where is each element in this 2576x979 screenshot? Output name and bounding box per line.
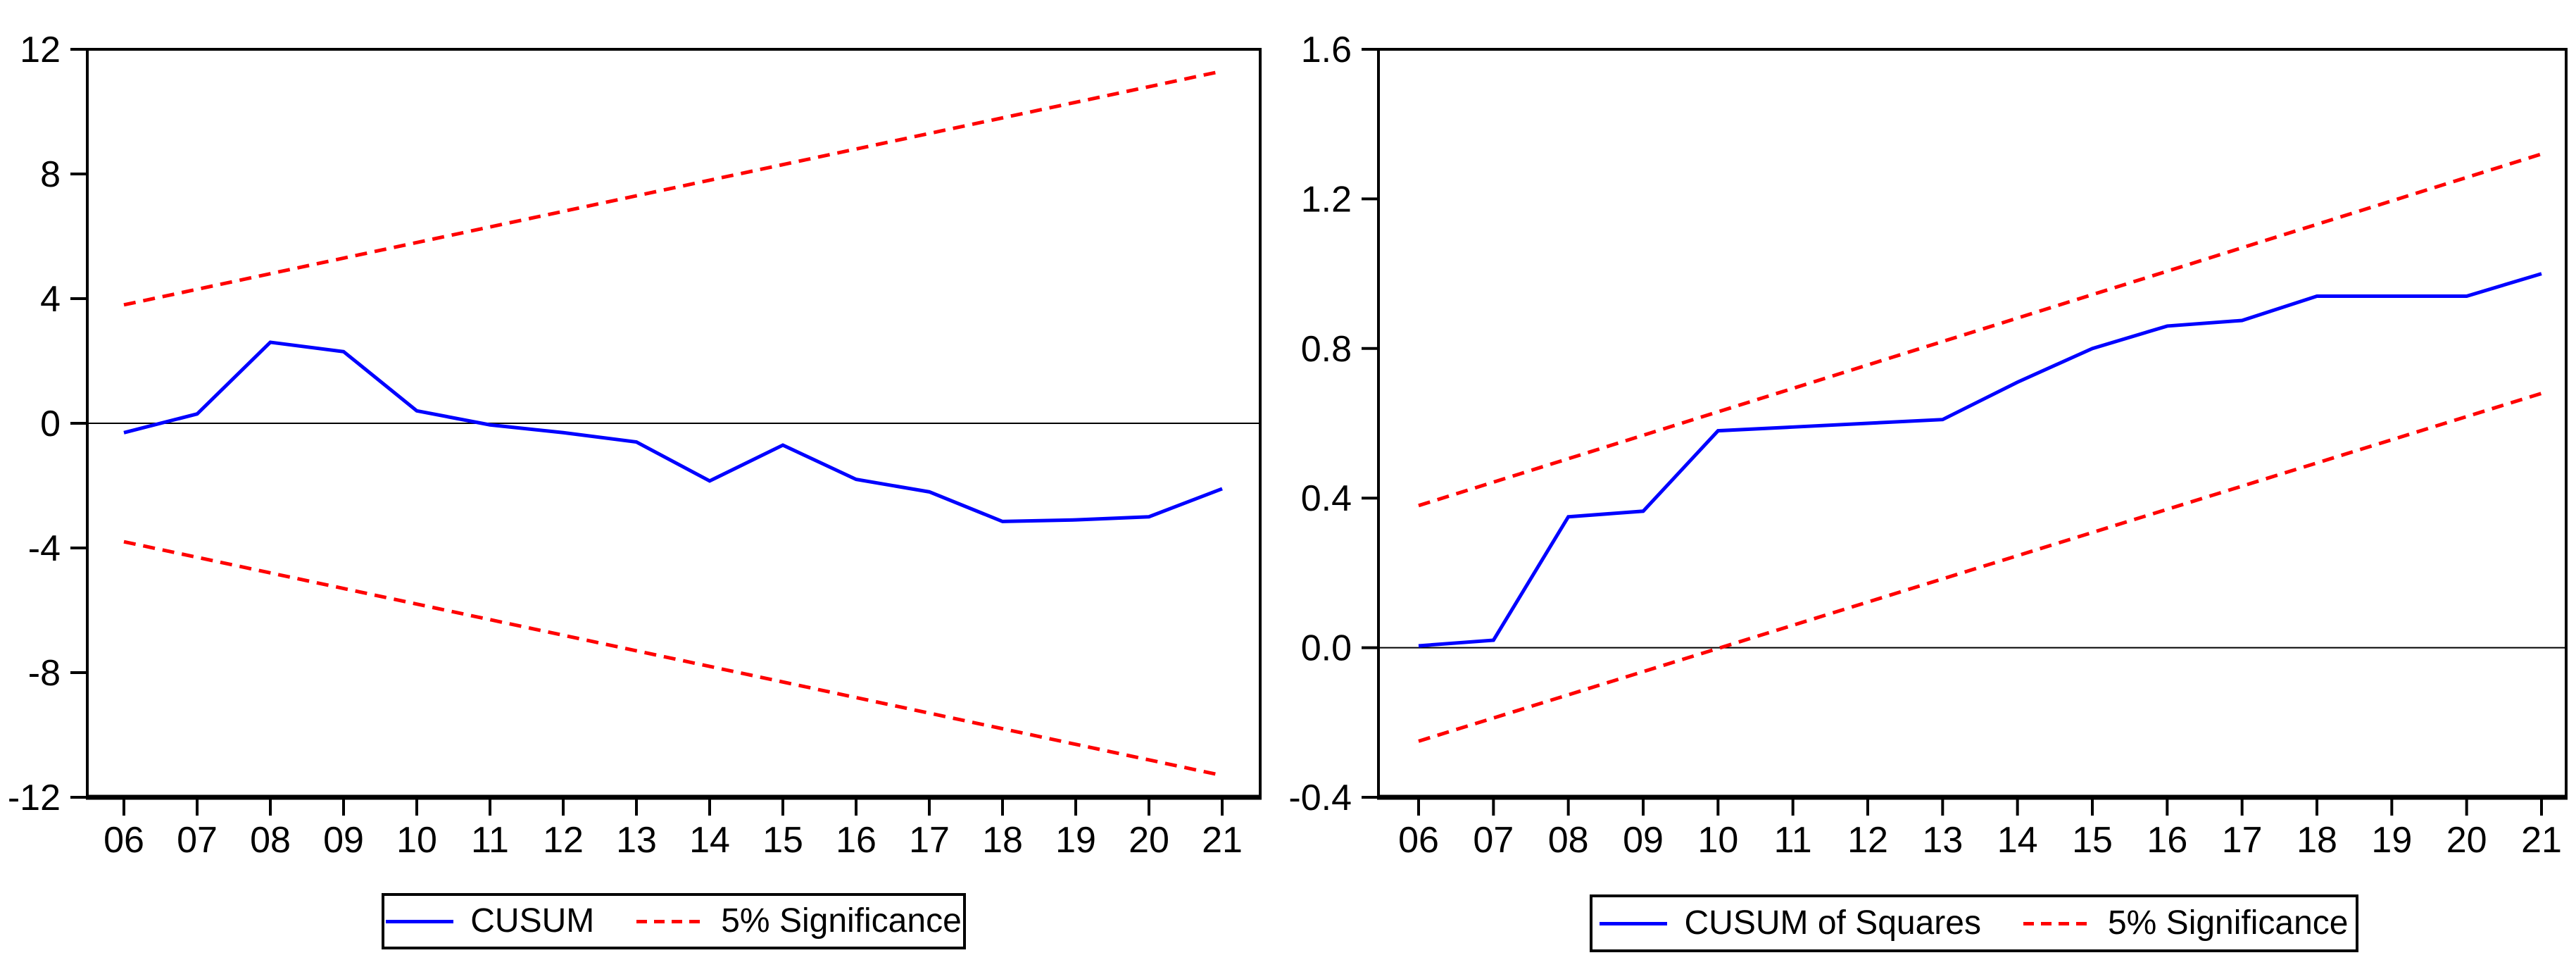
x-tick-label: 21 [2521, 820, 2562, 861]
x-tick-label: 19 [1055, 820, 1096, 861]
cusum-legend-item: CUSUM [386, 904, 594, 938]
x-tick-label: 06 [1398, 820, 1439, 861]
x-tick-label: 10 [1697, 820, 1738, 861]
significance-lower-line [1418, 392, 2542, 743]
x-tick-label: 16 [2147, 820, 2187, 861]
x-tick-label: 15 [2072, 820, 2113, 861]
x-tick-label: 12 [1847, 820, 1888, 861]
y-tick-label: -12 [8, 778, 61, 818]
cusum-of-squares-chart: 1.6 1.2 0.8 0.4 0.0 -0.4 06 07 08 09 10 11 12 13 14 15 1… [1288, 30, 2568, 861]
x-tick-label: 11 [1774, 820, 1812, 861]
x-tick-label: 16 [836, 820, 877, 861]
y-tick-label: 4 [40, 279, 61, 320]
x-tick-label: 15 [762, 820, 803, 861]
x-tick-label: 14 [689, 820, 730, 861]
y-tick-label: -0.4 [1288, 778, 1352, 818]
x-tick-label: 17 [909, 820, 950, 861]
significance-lower-line [123, 540, 1223, 778]
significance-legend-label: 5% Significance [2107, 904, 2349, 942]
y-tick-label: 0.0 [1301, 628, 1352, 669]
x-tick-label: 13 [616, 820, 657, 861]
y-tick-label: 8 [40, 154, 61, 195]
y-tick-label: 1.6 [1301, 30, 1352, 70]
cusum-of-squares-line-swatch [1600, 921, 1668, 925]
significance-upper-line [123, 69, 1223, 307]
y-tick-label: 0.8 [1301, 329, 1352, 370]
significance-legend-item: 5% Significance [2023, 906, 2349, 940]
cusum-of-squares-line [1418, 272, 2542, 648]
x-tick-label: 07 [1473, 820, 1514, 861]
cusum-of-squares-legend: CUSUM of Squares 5% Significance [1590, 894, 2358, 952]
y-tick-label: 0.4 [1301, 478, 1352, 519]
x-tick-label: 11 [471, 820, 509, 861]
significance-line-swatch [636, 919, 705, 923]
x-tick-label: 18 [982, 820, 1023, 861]
cusum-of-squares-legend-item: CUSUM of Squares [1600, 904, 1981, 942]
cusum-of-squares-chart-panel: 1.6 1.2 0.8 0.4 0.0 -0.4 06 07 08 09 10 11 12 13 14 15 1… [1288, 0, 2576, 979]
x-tick-label: 06 [103, 820, 144, 861]
x-tick-label: 14 [1997, 820, 2038, 861]
cusum-of-squares-legend-label: CUSUM of Squares [1684, 904, 1981, 942]
x-tick-label: 20 [2446, 820, 2487, 861]
significance-upper-line [1418, 152, 2542, 508]
x-tick-label: 09 [323, 820, 364, 861]
x-tick-label: 08 [1548, 820, 1589, 861]
cusum-line-swatch [386, 919, 454, 923]
x-tick-label: 19 [2371, 820, 2412, 861]
cusum-legend: CUSUM 5% Significance [382, 893, 966, 949]
x-tick-label: 20 [1129, 820, 1169, 861]
cusum-legend-label: CUSUM [470, 902, 595, 940]
y-tick-label: -8 [28, 653, 61, 694]
significance-legend-label: 5% Significance [721, 902, 962, 940]
y-tick-label: 1.2 [1301, 179, 1352, 220]
x-tick-label: 21 [1202, 820, 1243, 861]
significance-legend-item: 5% Significance [636, 904, 962, 938]
plot-frame [1377, 48, 2568, 799]
x-tick-label: 18 [2297, 820, 2337, 861]
x-tick-label: 17 [2222, 820, 2263, 861]
x-tick-label: 09 [1623, 820, 1664, 861]
cusum-chart-panel: 12 8 4 0 -4 -8 -12 06 07 08 09 10 11 12 13 14 15 16 17 18 19… [8, 30, 1262, 949]
x-tick-label: 08 [250, 820, 291, 861]
x-tick-label: 07 [177, 820, 218, 861]
x-tick-label: 10 [396, 820, 437, 861]
cusum-chart: 12 8 4 0 -4 -8 -12 06 07 08 09 10 11 12 13 14 15 16 17 18 19… [8, 30, 1262, 861]
y-tick-label: 0 [40, 404, 61, 444]
y-tick-label: -4 [28, 528, 61, 569]
significance-line-swatch [2023, 921, 2091, 925]
x-tick-label: 12 [543, 820, 584, 861]
cusum-line [123, 340, 1223, 523]
y-tick-label: 12 [20, 30, 61, 70]
x-tick-label: 13 [1922, 820, 1963, 861]
